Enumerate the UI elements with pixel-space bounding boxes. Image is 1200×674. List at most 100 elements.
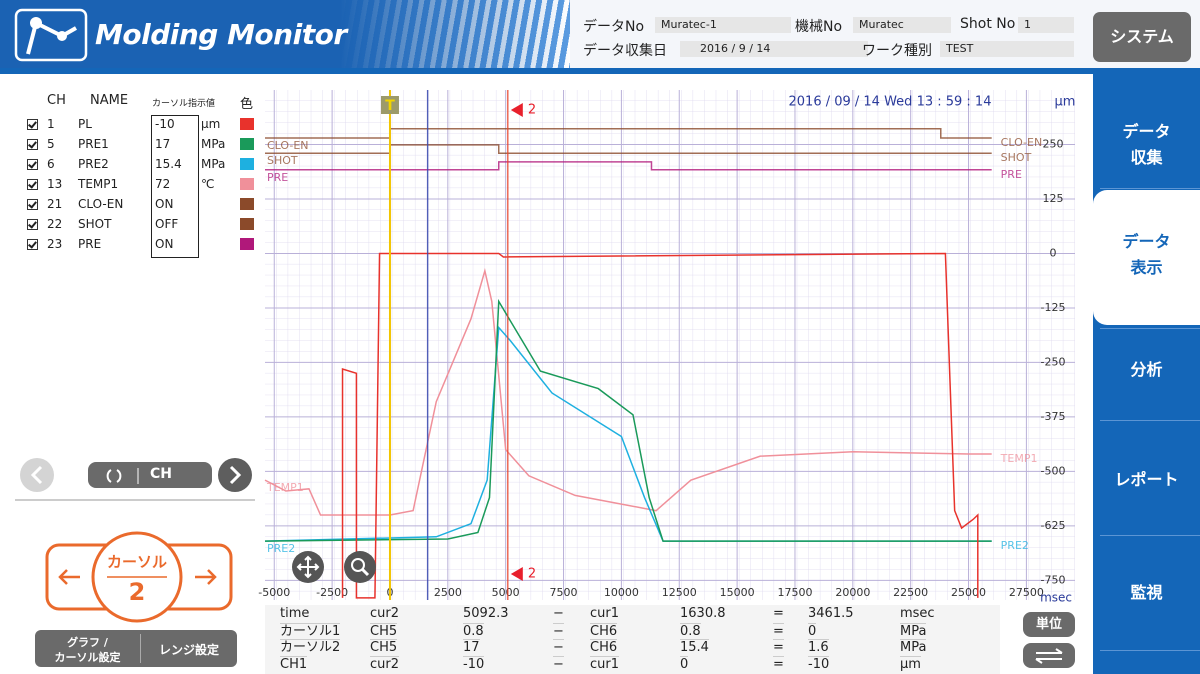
x-tick-label: 12500 — [662, 586, 697, 599]
readout-cell: CH5 — [370, 639, 398, 655]
readout-cell: -10 — [808, 655, 830, 672]
info-value: 1 — [1018, 17, 1074, 33]
system-button[interactable]: システム — [1093, 12, 1191, 62]
readout-cell: − — [553, 622, 564, 639]
channel-number: 21 — [47, 197, 63, 211]
settings-buttons[interactable] — [35, 630, 237, 667]
readout-cell: MPa — [900, 622, 927, 639]
y-tick-label: 250 — [1043, 137, 1064, 150]
info-value: Muratec-1 — [655, 17, 791, 33]
y-tick-label: -750 — [1041, 573, 1066, 586]
info-label: Shot No — [960, 16, 1016, 32]
zoom-tool[interactable] — [344, 551, 376, 583]
timestamp: 2016 / 09 / 14 Wed 13 : 59 : 14 — [789, 95, 992, 110]
next-button[interactable] — [218, 458, 252, 492]
sidebar-tab[interactable]: レポート — [1114, 470, 1179, 489]
y-tick-label: -625 — [1041, 519, 1066, 532]
nav-row — [15, 458, 255, 501]
checkbox[interactable] — [27, 119, 38, 130]
tab-divider — [1100, 650, 1200, 651]
tab-divider — [1100, 188, 1200, 189]
trace-label: PRE2 — [1001, 539, 1029, 552]
x-tick-label: 5000 — [492, 586, 520, 599]
cursor-value: 15.4 — [155, 157, 182, 171]
trace-label: TEMP1 — [1000, 452, 1038, 465]
readout-cell: msec — [900, 606, 935, 621]
sidebar-tab[interactable]: データ — [1122, 122, 1171, 141]
x-tick-label: 25000 — [951, 586, 986, 599]
prev-button[interactable] — [20, 458, 54, 492]
cursor-control[interactable] — [45, 530, 235, 630]
logo-icon — [14, 8, 88, 62]
logo-banner — [0, 0, 570, 70]
channel-name: PRE1 — [78, 137, 109, 151]
graph-cursor-button[interactable]: グラフ / — [67, 636, 108, 649]
channel-color — [240, 238, 254, 250]
swap-icon — [1035, 648, 1063, 664]
sidebar-tab[interactable]: 監視 — [1130, 583, 1163, 602]
channel-color — [240, 178, 254, 190]
unit: MPa — [201, 157, 226, 171]
y-tick-label: 125 — [1043, 192, 1064, 205]
checkbox[interactable] — [27, 139, 38, 150]
trace — [264, 267, 992, 516]
swap-button[interactable] — [1023, 643, 1075, 668]
zoom-icon — [360, 567, 370, 577]
channel-number: 1 — [47, 117, 55, 131]
readout-cell: MPa — [900, 639, 927, 655]
readout-cell: -10 — [463, 655, 485, 672]
range-button[interactable]: レンジ設定 — [158, 643, 219, 657]
channel-number: 23 — [47, 237, 63, 251]
info-value: Muratec — [853, 17, 951, 33]
header-band — [0, 68, 1200, 74]
column-header: カーソル指示値 — [152, 99, 216, 109]
y-tick-label: -250 — [1041, 355, 1066, 368]
trace-label: PRE — [1001, 168, 1022, 181]
readout-cell: time — [280, 606, 310, 621]
sidebar-tab[interactable]: データ — [1122, 232, 1171, 251]
graph-cursor-button[interactable]: カーソル設定 — [54, 651, 121, 664]
cursor-number: 2 — [128, 578, 146, 606]
tab-divider — [1100, 535, 1200, 536]
trace-label: CLO-EN — [1001, 136, 1043, 149]
readout-cell: カーソル1 — [280, 622, 341, 639]
checkbox[interactable] — [27, 179, 38, 190]
trace — [265, 128, 992, 139]
readout-cell: 17 — [463, 639, 480, 655]
column-header: 色 — [240, 97, 254, 112]
tab-divider — [1100, 420, 1200, 421]
channel-number: 5 — [47, 137, 55, 151]
readout-cell: CH6 — [590, 622, 618, 639]
unit-button[interactable]: 単位 — [1023, 612, 1075, 637]
trace — [265, 161, 992, 171]
cursor-2-label: 2 — [528, 567, 536, 582]
trace — [264, 298, 992, 542]
x-tick-label: 7500 — [550, 586, 578, 599]
cycle-icon — [106, 468, 139, 484]
info-value: TEST — [940, 41, 1074, 57]
readout-cell: 15.4 — [680, 639, 709, 655]
sidebar-tab[interactable]: 収集 — [1130, 148, 1163, 167]
readout-cell: μm — [900, 655, 921, 672]
readout-cell: cur2 — [370, 655, 400, 672]
checkbox[interactable] — [27, 199, 38, 210]
readout-cell: CH6 — [590, 639, 618, 655]
trigger-label: T — [385, 98, 395, 114]
info-label: ワーク種別 — [862, 43, 932, 59]
checkbox[interactable] — [27, 219, 38, 230]
sidebar-tab[interactable]: 表示 — [1130, 258, 1163, 277]
channel-name: PL — [78, 117, 92, 131]
trace — [341, 252, 979, 599]
sidebar — [1093, 74, 1200, 674]
checkbox[interactable] — [27, 159, 38, 170]
x-tick-label: 22500 — [893, 586, 928, 599]
x-unit: msec — [1040, 591, 1072, 605]
trace-label: SHOT — [267, 154, 298, 167]
checkbox[interactable] — [27, 239, 38, 250]
sidebar-tab[interactable]: 分析 — [1130, 360, 1163, 379]
trace-label: PRE2 — [267, 542, 295, 555]
x-tick-label: 2500 — [434, 586, 462, 599]
trace-label: TEMP1 — [266, 481, 304, 494]
channel-name: CLO-EN — [78, 197, 124, 211]
